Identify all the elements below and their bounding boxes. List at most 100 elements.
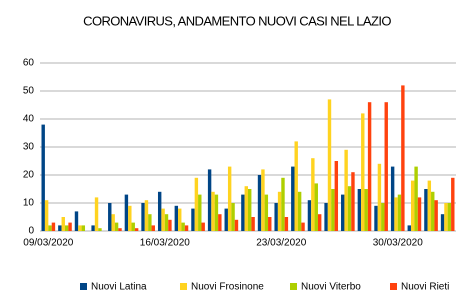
bar [347,186,352,231]
bar [227,166,232,231]
bar [427,180,432,231]
bar [174,205,179,231]
bar [148,214,152,231]
bar [218,214,222,231]
bar [234,219,239,231]
bar [191,208,195,231]
bar [118,228,122,231]
bar [231,203,235,231]
bar [181,222,185,231]
bar [407,225,411,231]
bar [390,166,395,231]
bar [68,222,72,231]
bar [297,191,302,231]
bar [194,177,199,231]
x-tick-label: 23/03/2020 [256,238,306,249]
bar [364,189,368,231]
bar [357,189,362,231]
chart-title: CORONAVIRUS, ANDAMENTO NUOVI CASI NEL LA… [83,13,391,28]
bar [168,219,172,231]
bar [291,166,295,231]
y-tick-label: 10 [23,198,35,209]
bar [274,203,278,231]
legend-label: Nuovi Latina [91,282,147,293]
bar [417,197,422,231]
bar [327,99,332,232]
y-tick-label: 50 [23,86,35,97]
legend-label: Nuovi Rieti [401,282,449,293]
bar [98,228,102,231]
bar [341,194,345,231]
bar [128,205,132,231]
bar [440,214,445,231]
bar [314,183,318,231]
bar [281,177,285,231]
bar [351,172,355,231]
bar [311,158,315,231]
bar [264,194,269,231]
bar [384,102,388,231]
bar [451,177,455,231]
bar [94,197,99,231]
bar [91,225,95,231]
bar [394,197,398,231]
bar [211,191,215,231]
bar [361,113,365,231]
bar [324,203,328,231]
bar [331,189,335,231]
x-tick-label: 09/03/2020 [23,238,73,249]
bar [397,194,402,231]
bar [151,225,155,231]
bar [64,225,69,231]
bar [241,194,245,231]
legend-swatch [390,283,397,290]
bar [81,225,86,231]
bar [334,161,339,231]
bar [377,163,382,231]
bar [401,85,405,232]
bar [374,205,378,231]
legend-swatch [290,283,297,290]
x-tick-label: 30/03/2020 [373,238,423,249]
bar [198,194,202,231]
bar [184,225,189,231]
bar [344,149,348,231]
bar [161,208,165,231]
y-tick-label: 20 [23,170,35,181]
bar [141,203,145,231]
bar [48,225,52,231]
bar [178,208,182,231]
bar [111,214,115,231]
bar [244,186,248,231]
bar [44,200,49,231]
bar [410,180,415,231]
x-tick-label: 16/03/2020 [140,238,190,249]
bar [307,200,312,231]
bar [431,191,435,231]
bar [157,191,162,231]
bar [424,189,428,231]
bar [367,102,372,231]
bar [108,203,112,231]
bar [268,217,272,231]
y-tick-label: 30 [23,142,35,153]
bar [444,203,448,231]
bar [61,217,65,231]
bar [284,217,289,231]
legend-label: Nuovi Viterbo [301,282,361,293]
bar [201,222,205,231]
bar [434,200,438,231]
bar [134,228,139,231]
bar [58,225,62,231]
bar [114,222,119,231]
bar [124,194,129,231]
bar [257,175,262,231]
bar [294,141,298,231]
bar [248,189,252,231]
bar [251,217,255,231]
legend-swatch [80,283,87,290]
bar [261,169,265,231]
bar [277,191,282,231]
bar [224,208,228,231]
